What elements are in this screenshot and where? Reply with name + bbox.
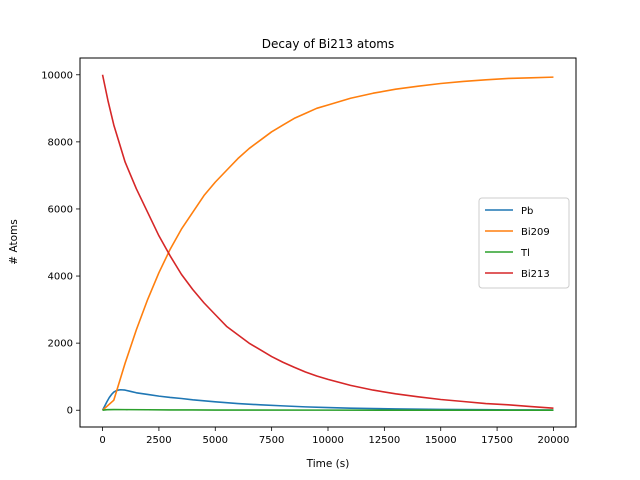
y-tick-label: 8000: [48, 137, 73, 148]
y-tick-label: 2000: [48, 339, 73, 350]
legend-box: [478, 197, 570, 289]
legend-entry-pb: Pb: [521, 206, 533, 217]
x-tick-label: 20000: [538, 435, 570, 446]
plot-lines: [101, 74, 554, 412]
series-line-tl: [102, 408, 554, 412]
legend-entry-bi213: Bi213: [521, 269, 550, 280]
y-axis-ticks: 0 2000 4000 6000 8000 10000: [41, 70, 80, 417]
chart-title: Decay of Bi213 atoms: [262, 37, 395, 51]
x-tick-label: 2500: [146, 435, 171, 446]
x-tick-label: 12500: [368, 435, 400, 446]
x-tick-label: 15000: [425, 435, 457, 446]
x-tick-label: 7500: [259, 435, 284, 446]
y-tick-label: 6000: [48, 204, 73, 215]
y-axis-label: # Atoms: [8, 219, 20, 264]
x-tick-label: 0: [99, 435, 105, 446]
legend: Pb Bi209 Tl Bi213: [478, 197, 570, 289]
x-tick-label: 17500: [481, 435, 513, 446]
x-axis-ticks: 0 2500 5000 7500 10000 12500 15000 17500 20000: [99, 427, 569, 446]
y-tick-label: 0: [67, 406, 73, 417]
series-line-pb: [101, 388, 554, 411]
x-axis-label: Time (s): [306, 458, 350, 470]
series-line-bi209: [102, 76, 554, 411]
x-tick-label: 5000: [203, 435, 228, 446]
legend-entry-tl: Tl: [520, 248, 530, 259]
x-tick-label: 10000: [312, 435, 344, 446]
y-tick-label: 10000: [41, 70, 73, 81]
series-line-bi213: [101, 74, 554, 410]
legend-entry-bi209: Bi209: [521, 227, 550, 238]
y-tick-label: 4000: [48, 272, 73, 283]
